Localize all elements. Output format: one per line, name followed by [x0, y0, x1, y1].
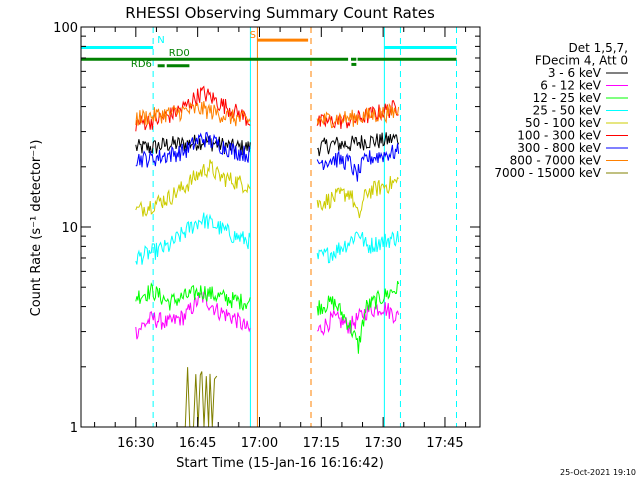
- series-7000-15000-kev: [177, 367, 218, 428]
- series-segment: [135, 159, 251, 217]
- legend-header-2: FDecim 4, Att 0: [535, 54, 628, 68]
- series-25-50-kev: [135, 212, 400, 265]
- x-tick-label: 17:00: [241, 436, 278, 451]
- timestamp: 25-Oct-2021 19:10: [560, 468, 636, 477]
- series-segment: [316, 302, 400, 337]
- series-segment: [135, 282, 251, 311]
- x-axis: 16:30 16:45 17:00 17:15 17:30 17:45: [94, 27, 467, 451]
- legend-header-1: Det 1,5,7,: [569, 41, 629, 55]
- series-300-800-kev: [135, 131, 400, 182]
- legend-label-25-50-kev: 25 - 50 keV: [533, 104, 602, 118]
- series-segment: [316, 175, 399, 219]
- y-tick-label: 1: [70, 421, 78, 436]
- series-segment: [135, 101, 251, 127]
- x-axis-label: Start Time (15-Jan-16 16:16:42): [176, 456, 384, 471]
- y-axis-label: Count Rate (s⁻¹ detector⁻¹): [29, 140, 44, 317]
- chart-title: RHESSI Observing Summary Count Rates: [125, 4, 435, 22]
- series-segment: [135, 131, 251, 168]
- legend-label-12-25-kev: 12 - 25 keV: [533, 91, 602, 105]
- series-segment: [316, 132, 400, 157]
- series-segment: [316, 102, 400, 129]
- x-tick-label: 16:30: [117, 436, 154, 451]
- series-6-12-kev: [135, 291, 400, 340]
- series-segment: [177, 367, 218, 428]
- series-segment: [316, 230, 400, 264]
- plot-area: N S RD0 RD6: [81, 27, 458, 428]
- legend-label-50-100-kev: 50 - 100 keV: [525, 116, 602, 130]
- y-axis: 1 10 100: [53, 21, 480, 436]
- series-segment: [135, 291, 251, 340]
- series-12-25-kev: [135, 280, 400, 354]
- series-segment: [316, 280, 400, 354]
- x-tick-label: 16:45: [179, 436, 216, 451]
- y-tick-label: 10: [61, 221, 78, 236]
- flag-label-rd6: RD6: [131, 59, 152, 70]
- plot-frame: [80, 26, 481, 428]
- series-segment: [316, 143, 400, 182]
- legend-label-100-300-kev: 100 - 300 keV: [517, 129, 601, 143]
- flag-label-s: S: [250, 30, 256, 41]
- y-tick-label: 100: [53, 21, 78, 36]
- legend-label-7000-15000-kev: 7000 - 15000 keV: [494, 166, 601, 180]
- legend-label-300-800-kev: 300 - 800 keV: [517, 141, 601, 155]
- series-800-7000-kev: [135, 101, 400, 129]
- x-tick-label: 17:15: [303, 436, 340, 451]
- x-tick-label: 17:45: [426, 436, 463, 451]
- flag-label-rd0: RD0: [169, 48, 190, 59]
- series-segment: [135, 212, 251, 265]
- flag-label-n: N: [157, 35, 164, 46]
- legend-label-800-7000-kev: 800 - 7000 keV: [510, 154, 602, 168]
- legend-label-3-6-kev: 3 - 6 keV: [548, 66, 602, 80]
- legend-label-6-12-kev: 6 - 12 keV: [540, 79, 602, 93]
- x-tick-label: 17:30: [364, 436, 401, 451]
- series-50-100-kev: [135, 159, 399, 219]
